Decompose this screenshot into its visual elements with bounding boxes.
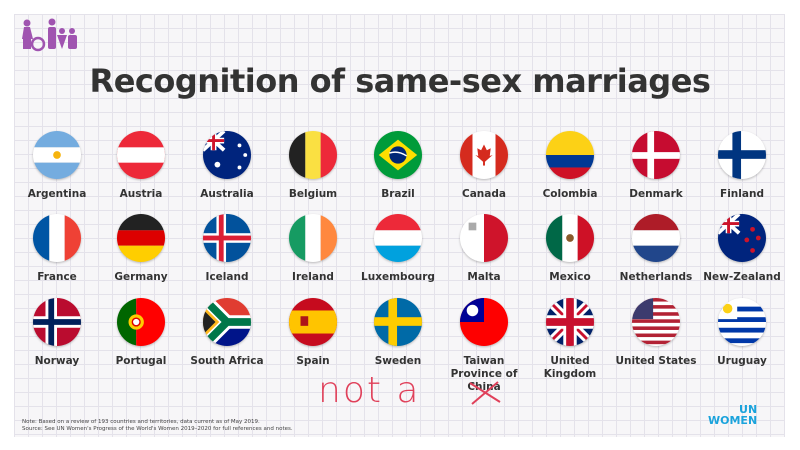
mexico-flag-icon <box>546 214 594 262</box>
country-label: Austria <box>119 188 163 200</box>
country-united-states: United States <box>613 298 699 368</box>
country-colombia: Colombia <box>527 131 613 201</box>
country-label: Denmark <box>629 188 683 200</box>
country-label: Sweden <box>374 355 422 367</box>
country-norway: Norway <box>14 298 100 368</box>
country-netherlands: Netherlands <box>613 214 699 284</box>
denmark-flag-icon <box>632 131 680 179</box>
country-iceland: Iceland <box>184 214 270 284</box>
sweden-flag-icon <box>374 298 422 346</box>
un-women-logo: UN WOMEN <box>708 403 758 427</box>
germany-flag-icon <box>117 214 165 262</box>
country-label: Mexico <box>549 271 591 283</box>
country-label: United States <box>615 355 697 367</box>
country-label: Netherlands <box>619 271 693 283</box>
country-label: Ireland <box>292 271 334 283</box>
netherlands-flag-icon <box>632 214 680 262</box>
country-label: Canada <box>462 188 506 200</box>
country-ireland: Ireland <box>270 214 356 284</box>
country-label: Luxembourg <box>361 271 435 283</box>
country-malta: Malta <box>441 214 527 284</box>
country-spain: Spain <box>270 298 356 368</box>
country-label: Portugal <box>115 355 167 367</box>
country-label: Taiwan Province of China <box>450 355 518 393</box>
handwritten-cross-mark <box>469 381 501 405</box>
austria-flag-icon <box>117 131 165 179</box>
country-label: United Kingdom <box>543 355 597 380</box>
uk-flag-icon <box>546 298 594 346</box>
finland-flag-icon <box>718 131 766 179</box>
country-canada: Canada <box>441 131 527 201</box>
country-south-africa: South Africa <box>184 298 270 368</box>
south-africa-flag-icon <box>203 298 251 346</box>
footnote: Note: Based on a review of 193 countries… <box>22 419 293 433</box>
country-uruguay: Uruguay <box>699 298 785 368</box>
brazil-flag-icon <box>374 131 422 179</box>
country-belgium: Belgium <box>270 131 356 201</box>
country-label: France <box>37 271 77 283</box>
country-label: Argentina <box>27 188 87 200</box>
country-sweden: Sweden <box>355 298 441 368</box>
france-flag-icon <box>33 214 81 262</box>
footnote-note: Note: Based on a review of 193 countries… <box>22 419 260 425</box>
country-austria: Austria <box>98 131 184 201</box>
country-finland: Finland <box>699 131 785 201</box>
page-title: Recognition of same-sex marriages <box>89 62 711 100</box>
spain-flag-icon <box>289 298 337 346</box>
belgium-flag-icon <box>289 131 337 179</box>
country-argentina: Argentina <box>14 131 100 201</box>
family-figures-logo <box>22 18 77 52</box>
country-label: South Africa <box>190 355 264 367</box>
country-label: Australia <box>200 188 254 200</box>
norway-flag-icon <box>33 298 81 346</box>
country-label: Norway <box>34 355 80 367</box>
country-australia: Australia <box>184 131 270 201</box>
us-flag-icon <box>632 298 680 346</box>
canada-flag-icon <box>460 131 508 179</box>
country-label: Uruguay <box>717 355 767 367</box>
malta-flag-icon <box>460 214 508 262</box>
country-label: Malta <box>467 271 501 283</box>
argentina-flag-icon <box>33 131 81 179</box>
country-label: Spain <box>296 355 330 367</box>
country-label: Belgium <box>288 188 338 200</box>
country-mexico: Mexico <box>527 214 613 284</box>
luxembourg-flag-icon <box>374 214 422 262</box>
country-france: France <box>14 214 100 284</box>
uruguay-flag-icon <box>718 298 766 346</box>
iceland-flag-icon <box>203 214 251 262</box>
handwritten-annotation: not a <box>318 370 421 411</box>
country-united-kingdom: United Kingdom <box>527 298 613 381</box>
country-germany: Germany <box>98 214 184 284</box>
country-label: Brazil <box>381 188 415 200</box>
country-new-zealand: New-Zealand <box>699 214 785 284</box>
country-taiwan-province-of-china: Taiwan Province of China <box>441 298 527 394</box>
taiwan-flag-icon <box>460 298 508 346</box>
country-portugal: Portugal <box>98 298 184 368</box>
australia-flag-icon <box>203 131 251 179</box>
country-label: Germany <box>114 271 168 283</box>
country-luxembourg: Luxembourg <box>355 214 441 284</box>
country-brazil: Brazil <box>355 131 441 201</box>
footnote-source: Source: See UN Women's Progress of the W… <box>22 426 293 432</box>
country-label: Finland <box>720 188 764 200</box>
country-label: Iceland <box>205 271 249 283</box>
portugal-flag-icon <box>117 298 165 346</box>
colombia-flag-icon <box>546 131 594 179</box>
country-denmark: Denmark <box>613 131 699 201</box>
new-zealand-flag-icon <box>718 214 766 262</box>
country-label: Colombia <box>542 188 598 200</box>
country-label: New-Zealand <box>703 271 781 283</box>
ireland-flag-icon <box>289 214 337 262</box>
